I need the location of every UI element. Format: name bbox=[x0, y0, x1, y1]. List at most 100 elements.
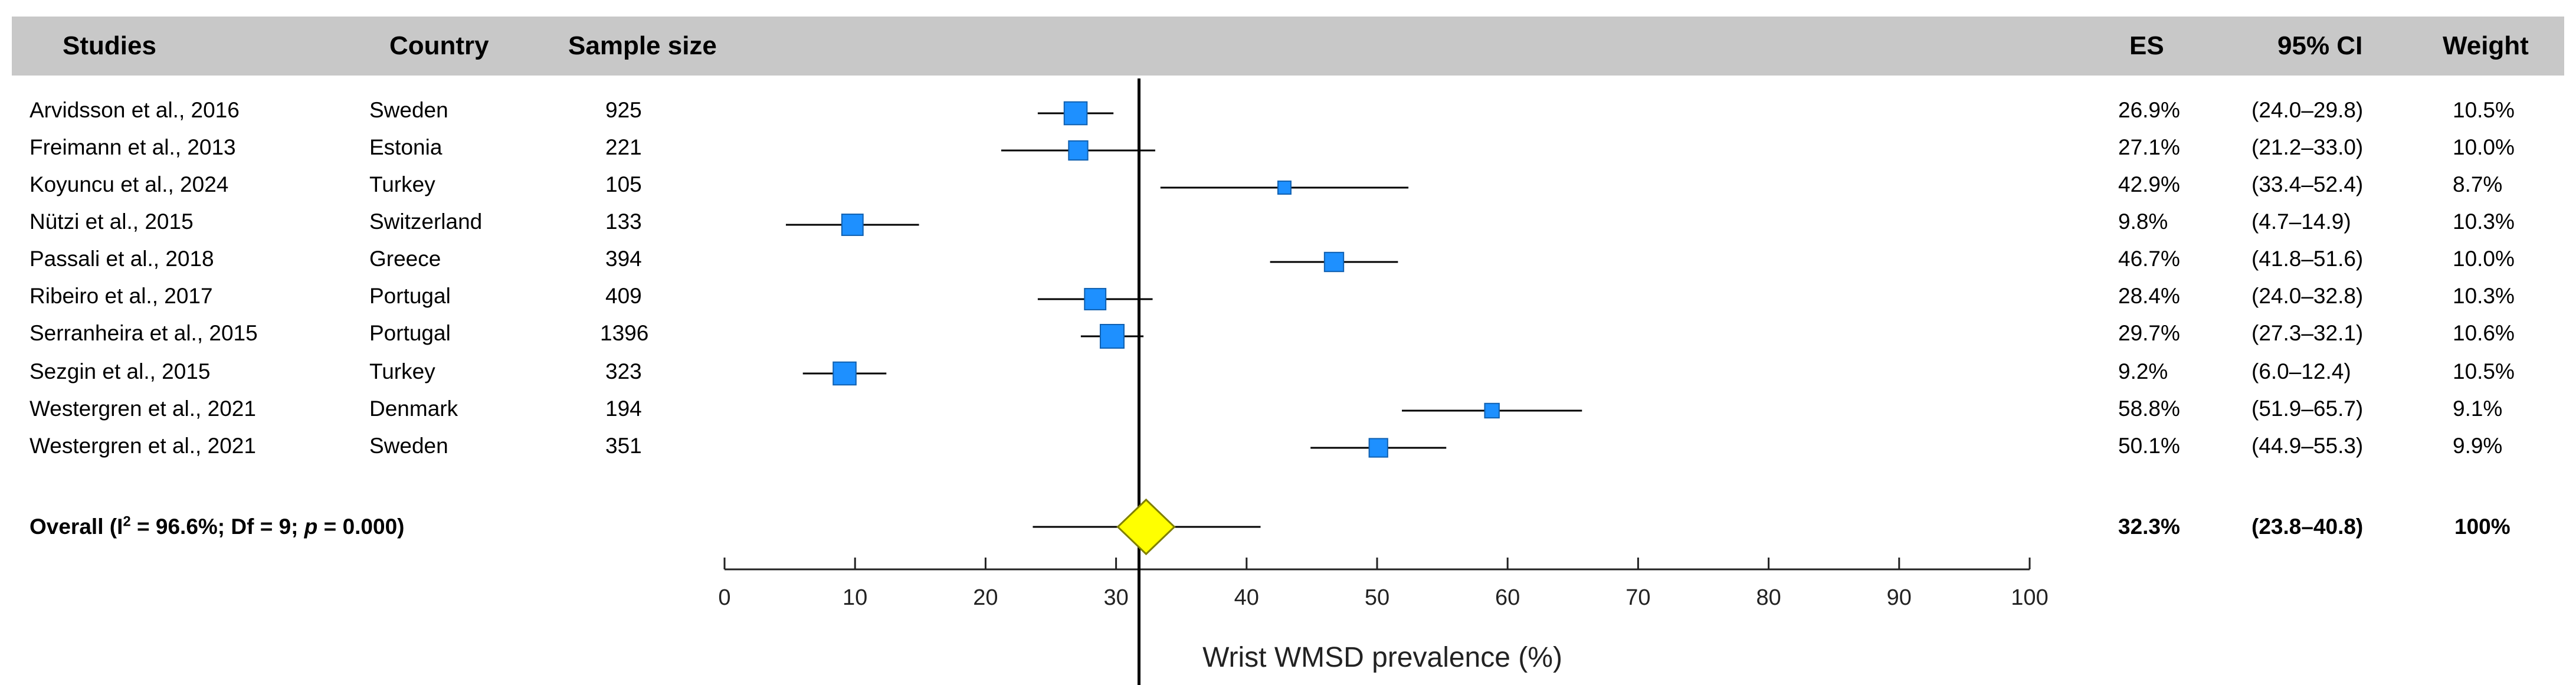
study-country: Sweden bbox=[369, 434, 448, 458]
x-tick-label: 30 bbox=[1103, 585, 1128, 610]
study-country: Switzerland bbox=[369, 209, 483, 234]
x-tick-label: 70 bbox=[1625, 585, 1650, 610]
x-tick-label: 100 bbox=[2011, 585, 2048, 610]
effect-marker bbox=[1484, 402, 1500, 419]
study-weight: 10.3% bbox=[2453, 209, 2515, 234]
study-sample-size: 194 bbox=[605, 396, 642, 421]
study-sample-size: 1396 bbox=[600, 321, 649, 345]
effect-marker bbox=[1277, 181, 1292, 195]
x-axis-label: Wrist WMSD prevalence (%) bbox=[1202, 642, 1562, 673]
study-ci: (44.9–55.3) bbox=[2251, 434, 2364, 458]
study-es: 50.1% bbox=[2118, 434, 2180, 458]
effect-marker bbox=[841, 214, 864, 236]
study-weight: 9.1% bbox=[2453, 396, 2503, 421]
x-tick-label: 20 bbox=[973, 585, 998, 610]
effect-markers bbox=[833, 101, 1500, 458]
study-name: Nützi et al., 2015 bbox=[30, 209, 194, 234]
study-country: Denmark bbox=[369, 396, 458, 421]
overall-ci: (23.8–40.8) bbox=[2251, 514, 2364, 539]
study-ci: (33.4–52.4) bbox=[2251, 172, 2364, 196]
study-es: 58.8% bbox=[2118, 396, 2180, 421]
study-sample-size: 409 bbox=[605, 284, 642, 308]
study-country: Turkey bbox=[369, 359, 435, 384]
study-ci: (24.0–32.8) bbox=[2251, 284, 2364, 308]
effect-marker bbox=[1063, 101, 1088, 126]
ci-lines bbox=[785, 112, 1582, 449]
header-studies: Studies bbox=[63, 31, 156, 60]
study-name: Arvidsson et al., 2016 bbox=[30, 98, 240, 122]
study-country: Portugal bbox=[369, 321, 451, 345]
study-name: Westergren et al., 2021 bbox=[30, 396, 256, 421]
study-weight: 10.5% bbox=[2453, 98, 2515, 122]
header-sample-size: Sample size bbox=[568, 31, 717, 60]
study-es: 29.7% bbox=[2118, 321, 2180, 345]
study-country: Estonia bbox=[369, 135, 443, 159]
effect-marker bbox=[1099, 324, 1125, 349]
study-weight: 8.7% bbox=[2453, 172, 2503, 196]
study-weight: 10.6% bbox=[2453, 321, 2515, 345]
study-name: Koyuncu et al., 2024 bbox=[30, 172, 229, 196]
study-weight: 10.3% bbox=[2453, 284, 2515, 308]
x-tick-label: 50 bbox=[1365, 585, 1389, 610]
study-es: 26.9% bbox=[2118, 98, 2180, 122]
study-sample-size: 925 bbox=[605, 98, 642, 122]
header-bar bbox=[12, 17, 2564, 76]
study-sample-size: 394 bbox=[605, 247, 642, 271]
study-sample-size: 133 bbox=[605, 209, 642, 234]
study-es: 42.9% bbox=[2118, 172, 2180, 196]
study-ci: (51.9–65.7) bbox=[2251, 396, 2364, 421]
x-tick-label: 60 bbox=[1495, 585, 1520, 610]
study-es: 27.1% bbox=[2118, 135, 2180, 159]
study-es: 46.7% bbox=[2118, 247, 2180, 271]
study-ci: (6.0–12.4) bbox=[2251, 359, 2351, 384]
overall-es: 32.3% bbox=[2118, 514, 2180, 539]
effect-marker bbox=[1323, 251, 1345, 273]
header-weight: Weight bbox=[2443, 31, 2529, 60]
x-axis: 0 10 20 30 40 50 60 70 80 90 100 bbox=[718, 558, 2049, 610]
overall-label-prefix: Overall (I bbox=[30, 514, 123, 539]
overall-label-p: p bbox=[304, 514, 318, 539]
study-weight: 10.0% bbox=[2453, 247, 2515, 271]
study-ci: (27.3–32.1) bbox=[2251, 321, 2364, 345]
effect-marker bbox=[1368, 438, 1388, 458]
study-sample-size: 105 bbox=[605, 172, 642, 196]
study-name: Serranheira et al., 2015 bbox=[30, 321, 258, 345]
study-ci: (21.2–33.0) bbox=[2251, 135, 2364, 159]
study-sample-size: 323 bbox=[605, 359, 642, 384]
study-name: Westergren et al., 2021 bbox=[30, 434, 256, 458]
header-country: Country bbox=[389, 31, 489, 60]
study-ci: (24.0–29.8) bbox=[2251, 98, 2364, 122]
overall-estimate bbox=[1033, 498, 1261, 556]
study-name: Sezgin et al., 2015 bbox=[30, 359, 211, 384]
study-country: Turkey bbox=[369, 172, 435, 196]
study-sample-size: 221 bbox=[605, 135, 642, 159]
effect-marker bbox=[1084, 288, 1107, 310]
study-name: Freimann et al., 2013 bbox=[30, 135, 236, 159]
effect-marker bbox=[1068, 140, 1089, 161]
study-ci: (41.8–51.6) bbox=[2251, 247, 2364, 271]
x-tick-label: 10 bbox=[843, 585, 867, 610]
overall-label-end: = 0.000) bbox=[317, 514, 405, 539]
effect-marker bbox=[833, 361, 857, 386]
overall-label-sup: 2 bbox=[123, 513, 131, 530]
study-name: Passali et al., 2018 bbox=[30, 247, 214, 271]
overall-label: Overall (I2 = 96.6%; Df = 9; p = 0.000) bbox=[30, 512, 405, 542]
study-es: 9.2% bbox=[2118, 359, 2168, 384]
x-tick-label: 40 bbox=[1234, 585, 1259, 610]
header-ci: 95% CI bbox=[2277, 31, 2363, 60]
study-country: Greece bbox=[369, 247, 441, 271]
overall-label-mid: = 96.6%; Df = 9; bbox=[130, 514, 304, 539]
study-weight: 10.5% bbox=[2453, 359, 2515, 384]
study-es: 28.4% bbox=[2118, 284, 2180, 308]
x-tick-label: 0 bbox=[718, 585, 730, 610]
study-country: Portugal bbox=[369, 284, 451, 308]
x-tick-label: 90 bbox=[1887, 585, 1912, 610]
header-es: ES bbox=[2129, 31, 2164, 60]
study-country: Sweden bbox=[369, 98, 448, 122]
study-weight: 10.0% bbox=[2453, 135, 2515, 159]
study-es: 9.8% bbox=[2118, 209, 2168, 234]
study-sample-size: 351 bbox=[605, 434, 642, 458]
study-weight: 9.9% bbox=[2453, 434, 2503, 458]
overall-diamond bbox=[1116, 498, 1176, 556]
